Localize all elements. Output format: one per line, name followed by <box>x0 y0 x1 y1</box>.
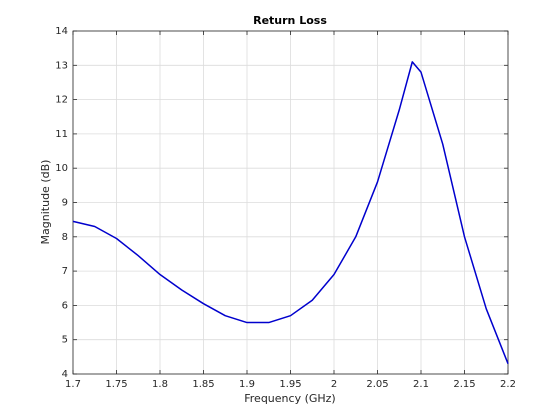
x-tick-label: 1.7 <box>65 379 81 390</box>
y-tick-label: 4 <box>62 369 68 380</box>
y-tick-label: 11 <box>55 129 68 140</box>
y-tick-label: 10 <box>55 163 68 174</box>
y-tick-label: 7 <box>62 266 68 277</box>
y-tick-label: 8 <box>62 232 68 243</box>
x-tick-label: 1.75 <box>105 379 127 390</box>
axes-box <box>72 30 509 375</box>
x-tick-label: 1.95 <box>279 379 301 390</box>
y-axis-label: Magnitude (dB) <box>39 160 52 245</box>
y-tick-label: 12 <box>55 95 68 106</box>
x-tick-label: 2.05 <box>366 379 388 390</box>
x-tick-label: 1.85 <box>192 379 214 390</box>
x-tick-label: 1.9 <box>239 379 255 390</box>
x-tick-label: 2.2 <box>500 379 516 390</box>
y-tick-label: 9 <box>62 198 68 209</box>
x-tick-label: 2 <box>331 379 337 390</box>
data-line <box>72 61 509 364</box>
x-tick-label: 1.8 <box>152 379 168 390</box>
x-tick-label: 2.15 <box>453 379 475 390</box>
y-tick-label: 6 <box>62 300 68 311</box>
y-tick-label: 14 <box>55 26 68 37</box>
x-tick-label: 2.1 <box>413 379 429 390</box>
y-tick-label: 5 <box>62 335 68 346</box>
chart-title: Return Loss <box>253 14 327 27</box>
y-tick-label: 13 <box>55 60 68 71</box>
x-axis-label: Frequency (GHz) <box>244 392 335 405</box>
